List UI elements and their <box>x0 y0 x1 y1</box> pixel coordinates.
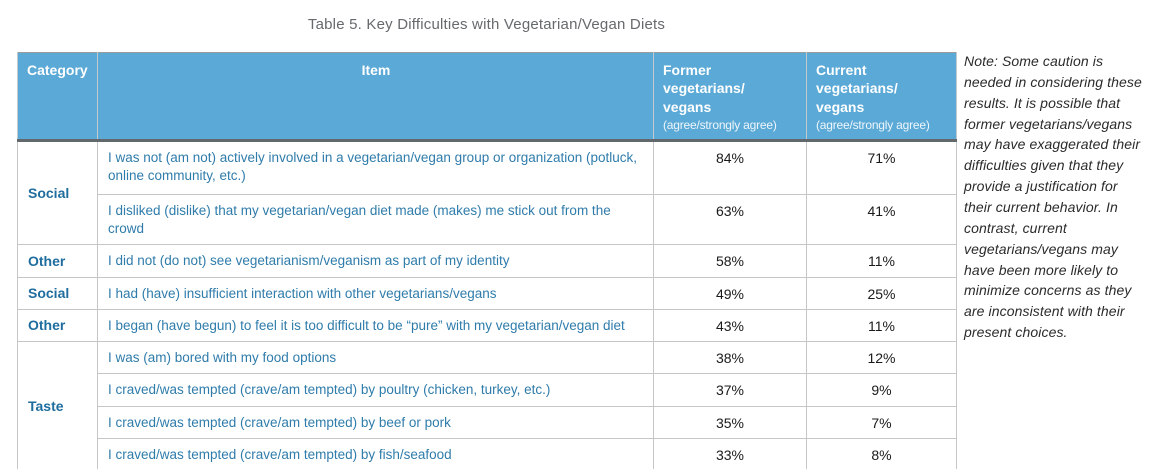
header-former-sublabel: (agree/strongly agree) <box>663 118 777 133</box>
former-value-cell: 38% <box>653 341 807 375</box>
current-value-cell: 7% <box>806 405 957 439</box>
current-value-cell: 41% <box>806 193 957 246</box>
former-value-cell: 63% <box>653 193 807 246</box>
item-cell: I craved/was tempted (crave/am tempted) … <box>97 373 654 407</box>
header-former: Former vegetarians/ vegans (agree/strong… <box>653 52 807 142</box>
item-cell: I had (have) insufficient interaction wi… <box>97 276 654 310</box>
item-cell: I was (am) bored with my food options <box>97 341 654 375</box>
caution-note: Note: Some caution is needed in consider… <box>964 53 1142 341</box>
table-header: Category Item Former vegetarians/ vegans… <box>17 52 957 142</box>
table-row: I disliked (dislike) that my vegetarian/… <box>18 193 957 246</box>
table-row: Other I did not (do not) see vegetariani… <box>17 244 957 278</box>
header-current-label: Current vegetarians/ vegans <box>816 62 898 115</box>
former-value-cell: 33% <box>653 437 807 469</box>
current-value-cell: 11% <box>806 244 957 278</box>
header-current-sublabel: (agree/strongly agree) <box>816 118 930 133</box>
current-value-cell: 8% <box>806 437 957 469</box>
current-value-cell: 11% <box>806 308 957 343</box>
former-value-cell: 35% <box>653 405 807 439</box>
category-cell-social: Social <box>17 276 98 310</box>
item-cell: I craved/was tempted (crave/am tempted) … <box>97 437 654 469</box>
item-cell: I did not (do not) see vegetarianism/veg… <box>97 244 654 278</box>
table-row: I craved/was tempted (crave/am tempted) … <box>18 405 957 439</box>
item-cell: I disliked (dislike) that my vegetarian/… <box>97 193 654 246</box>
former-value-cell: 58% <box>653 244 807 278</box>
item-cell: I was not (am not) actively involved in … <box>97 140 654 195</box>
current-value-cell: 71% <box>806 140 957 195</box>
header-category-label: Category <box>27 62 88 78</box>
table-row: Taste I was (am) bored with my food opti… <box>17 341 957 469</box>
former-value-cell: 43% <box>653 308 807 343</box>
table-row: Social I had (have) insufficient interac… <box>17 276 957 310</box>
header-item: Item <box>97 52 654 142</box>
category-cell-social: Social <box>17 139 98 246</box>
table-row: I craved/was tempted (crave/am tempted) … <box>18 437 957 469</box>
table-row: Social I was not (am not) actively invol… <box>17 139 957 246</box>
header-category: Category <box>17 52 98 142</box>
header-item-label: Item <box>361 62 391 78</box>
former-value-cell: 49% <box>653 276 807 310</box>
item-cell: I craved/was tempted (crave/am tempted) … <box>97 405 654 439</box>
category-cell-other: Other <box>17 308 98 343</box>
category-cell-other: Other <box>17 244 98 278</box>
header-former-label: Former vegetarians/ vegans <box>663 62 745 115</box>
difficulties-table: Category Item Former vegetarians/ vegans… <box>17 52 957 469</box>
former-value-cell: 84% <box>653 140 807 195</box>
category-cell-taste: Taste <box>17 341 98 469</box>
current-value-cell: 12% <box>806 341 957 375</box>
current-value-cell: 25% <box>806 276 957 310</box>
item-cell: I began (have begun) to feel it is too d… <box>97 308 654 343</box>
table-title: Table 5. Key Difficulties with Vegetaria… <box>307 16 666 33</box>
table-row: Other I began (have begun) to feel it is… <box>17 308 957 343</box>
header-current: Current vegetarians/ vegans (agree/stron… <box>806 52 957 142</box>
table-row: I craved/was tempted (crave/am tempted) … <box>18 373 957 407</box>
former-value-cell: 37% <box>653 373 807 407</box>
current-value-cell: 9% <box>806 373 957 407</box>
